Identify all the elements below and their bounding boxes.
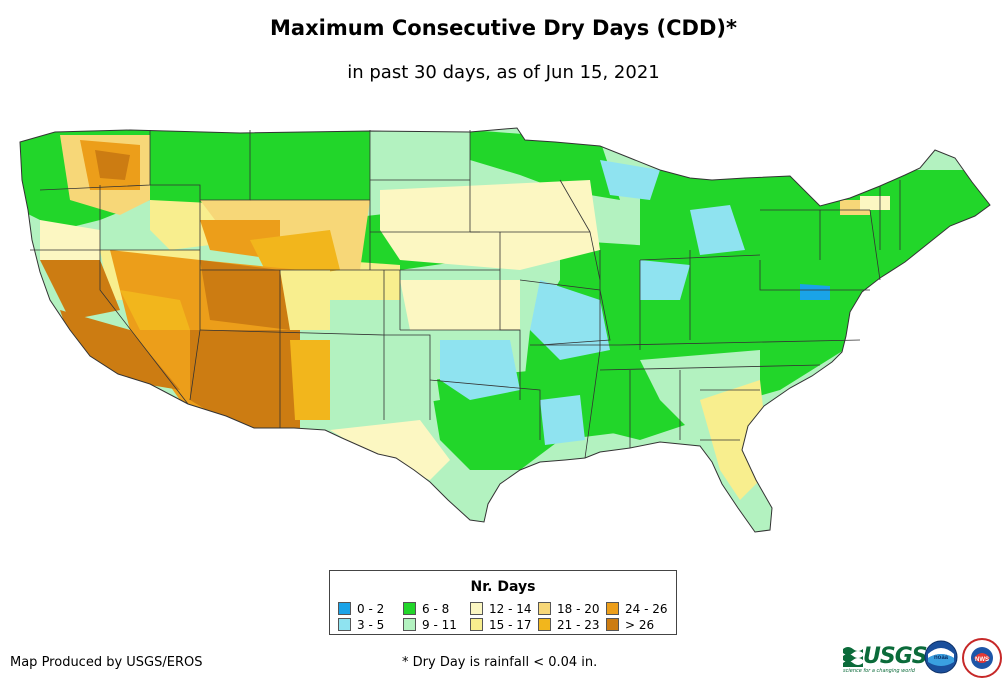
legend-item: 12 - 14 — [470, 602, 532, 616]
legend-item: > 26 — [606, 618, 654, 632]
legend-item: 9 - 11 — [403, 618, 457, 632]
legend-swatch-0-2 — [338, 602, 351, 615]
legend-label: 24 - 26 — [625, 602, 668, 616]
map-title: Maximum Consecutive Dry Days (CDD)* — [270, 16, 737, 40]
legend: Nr. Days 0 - 2 3 - 5 6 - 8 9 - 11 12 - 1… — [329, 570, 677, 635]
legend-swatch-12-14 — [470, 602, 483, 615]
legend-label: > 26 — [625, 618, 655, 632]
legend-title: Nr. Days — [470, 579, 536, 595]
noaa-text: noaa — [934, 655, 949, 661]
legend-label: 12 - 14 — [489, 602, 532, 616]
legend-label: 6 - 8 — [422, 602, 450, 616]
legend-item: 15 - 17 — [470, 618, 532, 632]
legend-item: 0 - 2 — [338, 602, 384, 616]
map-subtitle: in past 30 days, as of Jun 15, 2021 — [347, 62, 660, 83]
legend-item: 3 - 5 — [338, 618, 384, 632]
legend-swatch-3-5 — [338, 618, 351, 631]
legend-swatch-18-20 — [538, 602, 551, 615]
nws-logo-icon: NWS — [962, 638, 1002, 678]
legend-swatch-21-23 — [538, 618, 551, 631]
legend-swatch-15-17 — [470, 618, 483, 631]
legend-item: 24 - 26 — [606, 602, 668, 616]
legend-label: 15 - 17 — [489, 618, 532, 632]
usgs-wave-icon — [843, 647, 863, 667]
legend-label: 21 - 23 — [557, 618, 600, 632]
legend-swatch-gt-26 — [606, 618, 619, 631]
credit-text: Map Produced by USGS/EROS — [10, 655, 203, 670]
legend-label: 0 - 2 — [357, 602, 385, 616]
dry-day-note: * Dry Day is rainfall < 0.04 in. — [402, 655, 598, 670]
legend-item: 6 - 8 — [403, 602, 449, 616]
legend-label: 3 - 5 — [357, 618, 385, 632]
legend-item: 18 - 20 — [538, 602, 600, 616]
legend-swatch-24-26 — [606, 602, 619, 615]
usgs-tagline: science for a changing world — [843, 668, 915, 674]
legend-swatch-9-11 — [403, 618, 416, 631]
legend-item: 21 - 23 — [538, 618, 600, 632]
usgs-logo: USGS science for a changing world — [843, 642, 928, 674]
legend-swatch-6-8 — [403, 602, 416, 615]
cdd-map — [19, 127, 991, 533]
nws-text: NWS — [975, 657, 989, 663]
noaa-logo-icon: noaa — [924, 640, 958, 674]
legend-label: 9 - 11 — [422, 618, 457, 632]
legend-label: 18 - 20 — [557, 602, 600, 616]
usgs-wordmark: USGS — [863, 643, 928, 669]
